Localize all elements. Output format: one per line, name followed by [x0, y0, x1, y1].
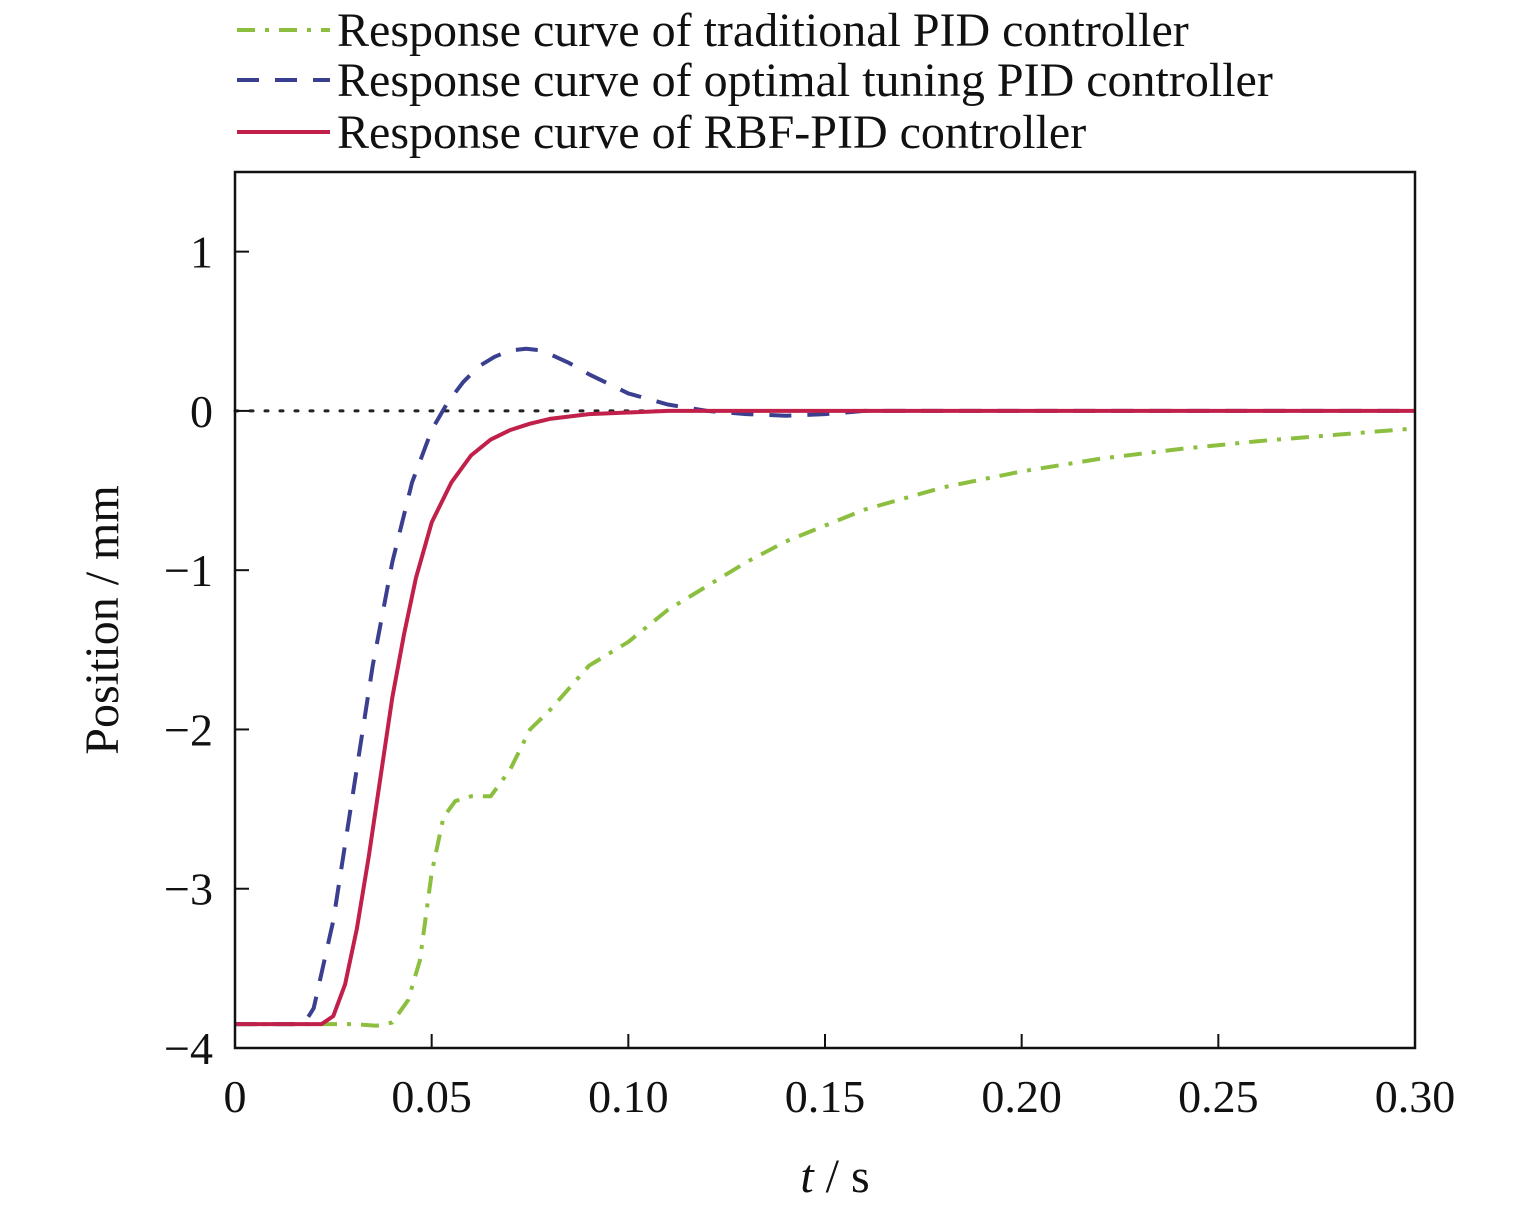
x-tick-label: 0.30	[1375, 1071, 1456, 1122]
y-tick-label: −2	[164, 704, 213, 755]
y-tick-label: −4	[164, 1023, 213, 1074]
legend-label-rbf-pid: Response curve of RBF-PID controller	[337, 106, 1086, 159]
legend-label-traditional-pid: Response curve of traditional PID contro…	[337, 4, 1189, 57]
legend-label-optimal-tuning-pid: Response curve of optimal tuning PID con…	[337, 54, 1273, 107]
x-tick-label: 0.20	[981, 1071, 1062, 1122]
x-axis-label-italic: t	[800, 1150, 815, 1203]
series-line-optimal-tuning-pid	[235, 346, 1415, 1027]
legend: Response curve of traditional PID contro…	[237, 4, 1273, 159]
x-axis-label-unit: / s	[814, 1150, 870, 1203]
series-line-rbf-pid	[235, 408, 1415, 1027]
x-tick-label: 0	[224, 1071, 247, 1122]
y-tick-label: 0	[190, 386, 213, 437]
x-tick-label: 0.10	[588, 1071, 669, 1122]
y-tick-label: −3	[164, 864, 213, 915]
y-tick-label: 1	[190, 227, 213, 278]
plot-frame	[233, 170, 1417, 1050]
x-axis-label: t / s	[800, 1150, 869, 1203]
y-tick-label: −1	[164, 545, 213, 596]
x-tick-label: 0.05	[391, 1071, 472, 1122]
series-line-traditional-pid	[235, 426, 1416, 1028]
y-axis-label: Position / mm	[76, 485, 129, 754]
x-tick-label: 0.15	[785, 1071, 866, 1122]
x-tick-label: 0.25	[1178, 1071, 1259, 1122]
ticks: 0 0.05 0.10 0.15 0.20 0.25 0.30 −4 −3 −2 −1 0 1	[164, 227, 1455, 1122]
plot-lines	[233, 346, 1417, 1028]
